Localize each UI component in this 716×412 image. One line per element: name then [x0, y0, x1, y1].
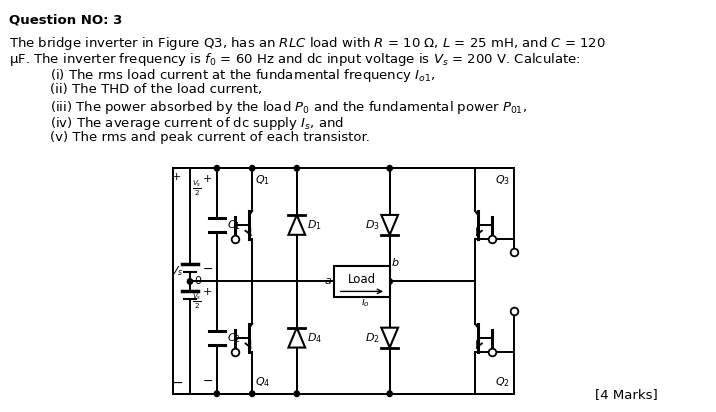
- Text: $\frac{V_s}{2}$: $\frac{V_s}{2}$: [192, 291, 201, 311]
- Polygon shape: [382, 215, 398, 235]
- Text: (iv) The average current of dc supply $\mathit{I}_s$, and: (iv) The average current of dc supply $\…: [49, 115, 344, 131]
- Circle shape: [188, 279, 193, 284]
- Circle shape: [387, 166, 392, 171]
- Text: Load: Load: [348, 273, 376, 286]
- Text: b: b: [392, 258, 399, 267]
- Circle shape: [294, 391, 299, 396]
- Text: $\frac{V_s}{2}$: $\frac{V_s}{2}$: [192, 178, 201, 198]
- Text: $Q_4$: $Q_4$: [255, 375, 271, 389]
- Text: +: +: [173, 172, 182, 182]
- Text: $Q_3$: $Q_3$: [495, 173, 510, 187]
- Text: $D_4$: $D_4$: [307, 331, 322, 344]
- Text: $D_2$: $D_2$: [364, 331, 379, 344]
- Text: 0: 0: [195, 276, 202, 286]
- Polygon shape: [289, 328, 305, 348]
- Polygon shape: [289, 215, 305, 235]
- Text: −: −: [203, 262, 213, 276]
- Text: [4 Marks]: [4 Marks]: [594, 388, 657, 401]
- Text: μF. The inverter frequency is $\mathit{f}_0$ = 60 Hz and dc input voltage is $\m: μF. The inverter frequency is $\mathit{f…: [9, 51, 581, 68]
- Text: +: +: [203, 174, 213, 184]
- Text: (ii) The THD of the load current,: (ii) The THD of the load current,: [49, 83, 262, 96]
- Text: $i_o$: $i_o$: [361, 295, 370, 309]
- Text: $D_3$: $D_3$: [364, 218, 379, 232]
- Text: (v) The rms and peak current of each transistor.: (v) The rms and peak current of each tra…: [49, 131, 369, 143]
- Text: +: +: [203, 288, 213, 297]
- Text: −: −: [171, 376, 183, 390]
- Text: $D_1$: $D_1$: [307, 218, 321, 232]
- Text: Question NO: 3: Question NO: 3: [9, 13, 122, 26]
- Text: $C_2$: $C_2$: [227, 331, 241, 344]
- Text: $Q_2$: $Q_2$: [495, 375, 510, 389]
- Bar: [334, 266, 390, 297]
- Circle shape: [387, 391, 392, 396]
- Polygon shape: [382, 328, 398, 348]
- Text: (i) The rms load current at the fundamental frequency $\mathit{I}_{o1}$,: (i) The rms load current at the fundamen…: [49, 67, 435, 84]
- Circle shape: [214, 391, 220, 396]
- Circle shape: [250, 166, 255, 171]
- Text: a: a: [324, 276, 332, 286]
- Text: The bridge inverter in Figure Q3, has an $\mathit{RLC}$ load with $\mathit{R}$ =: The bridge inverter in Figure Q3, has an…: [9, 35, 606, 52]
- Text: $Q_1$: $Q_1$: [255, 173, 270, 187]
- Circle shape: [387, 279, 392, 284]
- Circle shape: [294, 166, 299, 171]
- Circle shape: [250, 391, 255, 396]
- Text: $C_1$: $C_1$: [227, 218, 241, 232]
- Text: $V_s$: $V_s$: [170, 265, 184, 279]
- Circle shape: [214, 166, 220, 171]
- Text: (iii) The power absorbed by the load $\mathit{P}_0$ and the fundamental power $\: (iii) The power absorbed by the load $\m…: [49, 99, 527, 116]
- Text: −: −: [203, 375, 213, 388]
